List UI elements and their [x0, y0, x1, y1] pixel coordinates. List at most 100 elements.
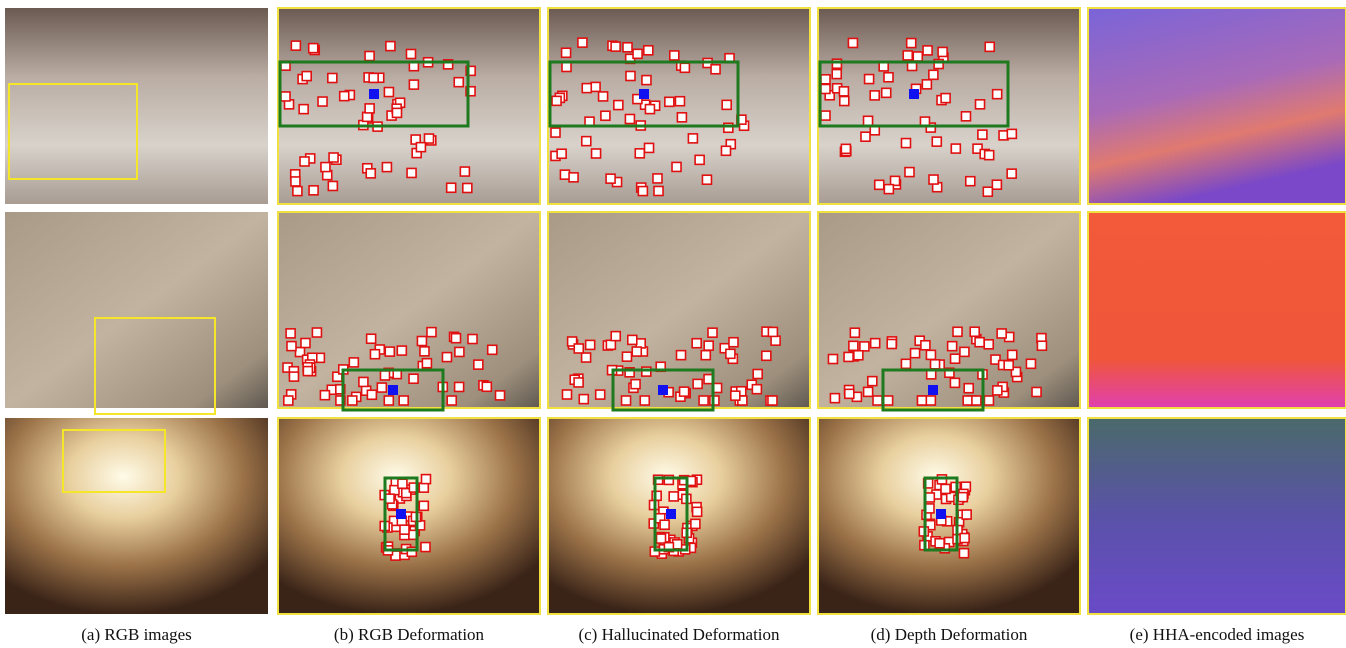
sample-point [654, 186, 663, 195]
sample-point [1026, 359, 1035, 368]
sample-point [398, 479, 407, 488]
sample-point [941, 484, 950, 493]
sample-point [848, 38, 857, 47]
sample-point [935, 539, 944, 548]
sample-point [864, 387, 873, 396]
sample-point [693, 507, 702, 516]
sample-point [1032, 387, 1041, 396]
sample-point [455, 382, 464, 391]
sample-point [966, 177, 975, 186]
sample-point [442, 353, 451, 362]
sample-point [640, 396, 649, 405]
sample-point [985, 42, 994, 51]
sample-point [400, 525, 409, 534]
sample-point [882, 88, 891, 97]
sample-point [1037, 341, 1046, 350]
caption: (c) Hallucinated Deformation [578, 625, 780, 644]
sample-point [704, 341, 713, 350]
sample-point [369, 73, 378, 82]
sample-point [562, 62, 571, 71]
sample-point [702, 175, 711, 184]
sample-point [887, 339, 896, 348]
sample-point [611, 332, 620, 341]
sample-point [884, 73, 893, 82]
sample-point [289, 372, 298, 381]
sample-point [868, 377, 877, 386]
sample-point [348, 396, 357, 405]
sample-point [911, 349, 920, 358]
image-panel [1088, 418, 1346, 614]
sample-point [884, 396, 893, 405]
sample-point [592, 149, 601, 158]
sample-point [752, 385, 761, 394]
sample-point [421, 543, 430, 552]
sample-point [670, 51, 679, 60]
sample-point [691, 519, 700, 528]
sample-point [925, 493, 934, 502]
sample-point [721, 146, 730, 155]
sample-point [424, 134, 433, 143]
sample-point [409, 374, 418, 383]
center-point [639, 89, 649, 99]
image-panel [818, 212, 1080, 408]
sample-point [406, 49, 415, 58]
sample-point [386, 42, 395, 51]
sample-point [849, 341, 858, 350]
sample-point [320, 391, 329, 400]
sample-point [427, 328, 436, 337]
center-point [928, 385, 938, 395]
sample-point [552, 96, 561, 105]
sample-point [677, 351, 686, 360]
sample-point [652, 491, 661, 500]
sample-point [701, 351, 710, 360]
sample-point [614, 101, 623, 110]
sample-point [983, 187, 992, 196]
sample-point [711, 65, 720, 74]
sample-point [551, 128, 560, 137]
sample-point [938, 47, 947, 56]
sample-point [309, 186, 318, 195]
sample-point [397, 346, 406, 355]
sample-point [606, 174, 615, 183]
sample-point [574, 344, 583, 353]
sample-point [382, 163, 391, 172]
sample-point [907, 39, 916, 48]
sample-point [287, 342, 296, 351]
sample-point [385, 347, 394, 356]
sample-point [984, 396, 993, 405]
sample-point [460, 167, 469, 176]
sample-point [975, 338, 984, 347]
sample-point [384, 88, 393, 97]
sample-point [622, 396, 631, 405]
sample-point [349, 358, 358, 367]
sample-point [329, 153, 338, 162]
sample-point [951, 354, 960, 363]
sample-point [377, 383, 386, 392]
sample-point [929, 175, 938, 184]
sample-point [309, 44, 318, 53]
sample-point [660, 520, 669, 529]
sample-point [901, 139, 910, 148]
sample-point [409, 80, 418, 89]
caption: (b) RGB Deformation [334, 625, 485, 644]
sample-point [821, 75, 830, 84]
sample-point [312, 328, 321, 337]
sample-point [1008, 350, 1017, 359]
center-point [909, 89, 919, 99]
sample-point [692, 339, 701, 348]
sample-point [635, 149, 644, 158]
sample-point [300, 157, 309, 166]
center-point [936, 509, 946, 519]
sample-point [929, 70, 938, 79]
sample-point [284, 396, 293, 405]
sample-point [762, 351, 771, 360]
sample-point [840, 97, 849, 106]
sample-point [653, 174, 662, 183]
sample-point [871, 339, 880, 348]
center-point [369, 89, 379, 99]
sample-point [625, 114, 634, 123]
sample-point [972, 396, 981, 405]
sample-point [984, 340, 993, 349]
sample-point [474, 360, 483, 369]
sample-point [291, 177, 300, 186]
